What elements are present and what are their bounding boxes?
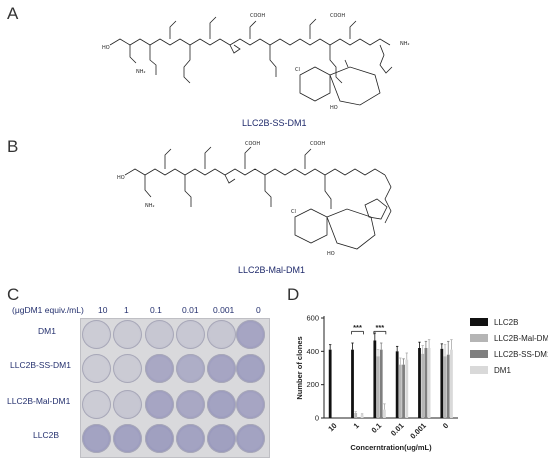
svg-text:HO: HO bbox=[330, 105, 338, 111]
legend-label: LLC2B-SS-DM1 bbox=[494, 350, 548, 359]
colony-well bbox=[113, 320, 142, 349]
bar bbox=[440, 348, 444, 418]
bar bbox=[351, 349, 354, 418]
x-tick-label: 10 bbox=[326, 421, 338, 433]
compound-name-b: LLC2B-Mal-DM1 bbox=[238, 265, 306, 275]
bar bbox=[376, 356, 380, 418]
legend-swatch bbox=[470, 366, 488, 374]
svg-text:COOH: COOH bbox=[250, 13, 265, 19]
legend-swatch bbox=[470, 350, 488, 358]
bar bbox=[405, 359, 409, 418]
bar bbox=[421, 353, 425, 418]
row-label-llc2b: LLC2B bbox=[33, 430, 59, 440]
y-tick-label: 600 bbox=[306, 314, 319, 323]
x-tick-label: 0.1 bbox=[370, 421, 384, 435]
colony-well bbox=[145, 390, 174, 419]
svg-text:COOH: COOH bbox=[245, 141, 260, 147]
concentration-label: 0.1 bbox=[150, 305, 162, 315]
svg-text:Cl: Cl bbox=[291, 209, 296, 215]
compound-name-a: LLC2B-SS-DM1 bbox=[242, 118, 307, 128]
colony-well bbox=[145, 354, 174, 383]
x-tick-label: 0.01 bbox=[389, 421, 406, 438]
bar bbox=[379, 349, 383, 418]
bar bbox=[328, 349, 332, 418]
colony-well bbox=[207, 354, 236, 383]
bar bbox=[450, 349, 453, 418]
x-axis-label: Concerntration(ug/mL) bbox=[350, 443, 432, 452]
colony-well bbox=[236, 320, 265, 349]
legend-label: LLC2B bbox=[494, 318, 518, 327]
svg-text:HO: HO bbox=[117, 175, 125, 181]
panel-letter-b: B bbox=[7, 137, 19, 156]
bar bbox=[443, 356, 447, 418]
bar bbox=[395, 351, 399, 418]
svg-text:HO: HO bbox=[102, 45, 110, 51]
significance-label: *** bbox=[375, 323, 384, 332]
bar bbox=[427, 348, 431, 418]
bar-chart: 0 200 400 600 Number of clones 10 1 0.1 0.01 0.00… bbox=[295, 314, 548, 453]
bar bbox=[418, 348, 421, 418]
colony-well bbox=[82, 354, 111, 383]
svg-text:COOH: COOH bbox=[330, 13, 345, 19]
colony-well bbox=[145, 320, 174, 349]
colony-well bbox=[145, 424, 174, 453]
colony-well bbox=[82, 320, 111, 349]
concentration-label: 10 bbox=[98, 305, 108, 315]
colony-well bbox=[82, 424, 111, 453]
chemical-structure-a: HO NH₂ COOH COOH NH₂ Cl HO bbox=[102, 13, 410, 111]
colony-well bbox=[113, 424, 142, 453]
row-label-dm1: DM1 bbox=[38, 326, 56, 336]
colony-well bbox=[82, 390, 111, 419]
y-tick-label: 200 bbox=[306, 380, 319, 389]
colony-well bbox=[207, 390, 236, 419]
bar bbox=[360, 414, 364, 418]
colony-well bbox=[207, 424, 236, 453]
bar bbox=[354, 413, 358, 418]
bar bbox=[398, 364, 402, 418]
x-tick-label: 0 bbox=[441, 421, 450, 430]
panel-letter-d: D bbox=[287, 285, 300, 304]
row-label-llc2b-mal-dm1: LLC2B-Mal-DM1 bbox=[7, 396, 71, 406]
y-axis-label: Number of clones bbox=[295, 336, 304, 399]
colony-well bbox=[176, 390, 205, 419]
svg-text:NH₂: NH₂ bbox=[400, 41, 410, 47]
svg-text:NH₂: NH₂ bbox=[145, 203, 155, 209]
colony-well bbox=[236, 390, 265, 419]
concentration-unit-header: (μgDM1 equiv./mL) bbox=[12, 305, 84, 315]
concentration-label: 1 bbox=[124, 305, 129, 315]
y-tick-label: 0 bbox=[315, 414, 319, 423]
concentration-label: 0 bbox=[256, 305, 261, 315]
x-tick-label: 0.001 bbox=[408, 421, 428, 441]
legend-swatch bbox=[470, 334, 488, 342]
colony-well bbox=[236, 424, 265, 453]
colony-well bbox=[176, 320, 205, 349]
bar bbox=[424, 348, 428, 418]
bar bbox=[383, 409, 386, 418]
bar bbox=[373, 340, 377, 418]
panel-letter-a: A bbox=[7, 4, 19, 23]
significance-label: *** bbox=[353, 323, 362, 332]
svg-text:HO: HO bbox=[327, 251, 335, 257]
legend-label: LLC2B-Mal-DM1 bbox=[494, 334, 548, 343]
svg-text:NH₂: NH₂ bbox=[136, 69, 146, 75]
svg-text:Cl: Cl bbox=[295, 67, 300, 73]
panel-letter-c: C bbox=[7, 285, 20, 304]
y-tick-label: 400 bbox=[306, 347, 319, 356]
colony-well bbox=[176, 354, 205, 383]
colony-well bbox=[207, 320, 236, 349]
bar bbox=[446, 354, 450, 418]
legend-swatch bbox=[470, 318, 488, 326]
colony-well bbox=[113, 390, 142, 419]
x-tick-label: 1 bbox=[352, 421, 361, 430]
concentration-label: 0.01 bbox=[182, 305, 199, 315]
colony-well bbox=[113, 354, 142, 383]
legend-label: DM1 bbox=[494, 366, 511, 375]
colony-well bbox=[236, 354, 265, 383]
concentration-label: 0.001 bbox=[213, 305, 235, 315]
colony-well bbox=[176, 424, 205, 453]
svg-text:COOH: COOH bbox=[310, 141, 325, 147]
row-label-llc2b-ss-dm1: LLC2B-SS-DM1 bbox=[10, 360, 71, 370]
chemical-structure-b: HO NH₂ COOH COOH Cl HO bbox=[117, 141, 392, 257]
bar bbox=[402, 364, 405, 418]
